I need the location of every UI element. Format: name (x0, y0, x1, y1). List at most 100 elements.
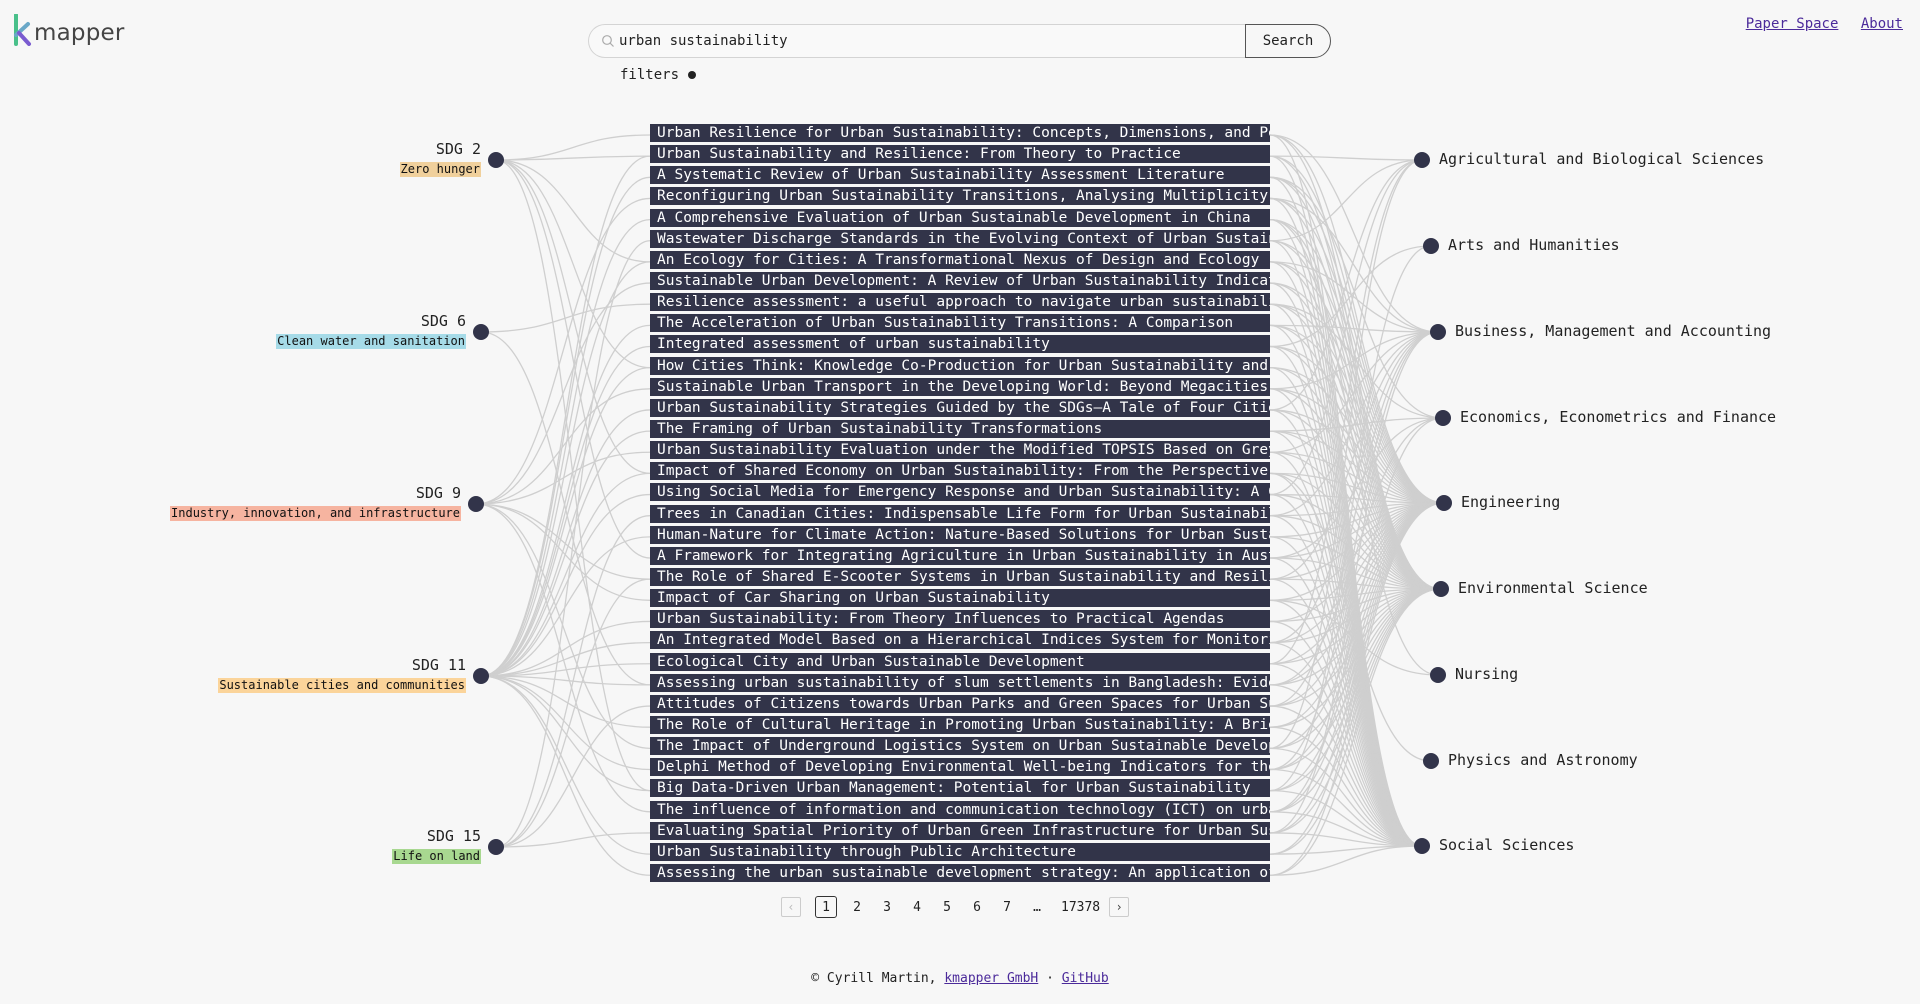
paper-space-link[interactable]: Paper Space (1745, 16, 1839, 32)
paper-item[interactable]: Urban Sustainability through Public Arch… (650, 842, 1270, 861)
page-7[interactable]: 7 (1003, 899, 1011, 915)
subject-node[interactable] (1436, 495, 1452, 511)
subject-node[interactable] (1423, 238, 1439, 254)
connection-line (1269, 240, 1423, 847)
subject-label[interactable]: Nursing (1455, 665, 1519, 683)
paper-item[interactable]: Integrated assessment of urban sustainab… (650, 335, 1270, 354)
paper-item[interactable]: A Framework for Integrating Agriculture … (650, 546, 1270, 565)
prev-page-button[interactable]: ‹ (781, 897, 801, 917)
sdg-label[interactable]: SDG 15 Life on land (392, 828, 481, 864)
subject-node[interactable] (1435, 410, 1451, 426)
connection-line (1269, 451, 1423, 847)
connection-line (480, 536, 651, 677)
sdg-label[interactable]: SDG 9 Industry, innovation, and infrastru… (170, 485, 461, 521)
connection-line (1269, 159, 1423, 242)
paper-item[interactable]: How Cities Think: Knowledge Co-Productio… (650, 356, 1270, 375)
connection-line (1269, 417, 1444, 559)
paper-item[interactable]: Impact of Shared Economy on Urban Sustai… (650, 462, 1270, 481)
connection-line (1269, 176, 1444, 419)
paper-item[interactable]: The Role of Shared E-Scooter Systems in … (650, 567, 1270, 586)
sdg-name: SDG 15 (426, 827, 481, 845)
subject-label[interactable]: Engineering (1461, 493, 1561, 511)
paper-item[interactable]: Big Data-Driven Urban Management: Potent… (650, 779, 1270, 798)
paper-item[interactable]: Urban Resilience for Urban Sustainabilit… (650, 124, 1270, 142)
paper-item[interactable]: Delphi Method of Developing Environmenta… (650, 758, 1270, 777)
subject-label[interactable]: Physics and Astronomy (1448, 751, 1638, 769)
paper-item[interactable]: Attitudes of Citizens towards Urban Park… (650, 694, 1270, 713)
next-page-button[interactable]: › (1109, 897, 1130, 917)
search-button[interactable]: Search (1245, 24, 1331, 58)
paper-item[interactable]: An Integrated Model Based on a Hierarchi… (650, 631, 1270, 650)
page-2[interactable]: 2 (853, 899, 861, 915)
page-6[interactable]: 6 (973, 899, 981, 915)
page-3[interactable]: 3 (883, 899, 891, 915)
subject-node[interactable] (1414, 838, 1430, 854)
subject-node[interactable] (1414, 152, 1430, 168)
subject-label[interactable]: Environmental Science (1458, 579, 1648, 597)
paper-item[interactable]: The Acceleration of Urban Sustainability… (650, 314, 1270, 333)
paper-item[interactable]: Urban Sustainability Evaluation under th… (650, 441, 1270, 460)
connection-line (1269, 588, 1442, 771)
filters-label: filters (620, 67, 680, 83)
paper-item[interactable]: Sustainable Urban Development: A Review … (650, 271, 1270, 290)
filters-indicator-icon (688, 71, 697, 79)
connection-line (1269, 282, 1445, 504)
sdg-node[interactable] (468, 496, 484, 512)
filters-toggle[interactable]: filters (620, 67, 697, 83)
paper-item[interactable]: Sustainable Urban Transport in the Devel… (650, 377, 1270, 396)
sdg-label[interactable]: SDG 11 Sustainable cities and communities (218, 657, 466, 693)
connection-line (1269, 324, 1439, 333)
paper-item[interactable]: Urban Sustainability and Resilience: Fro… (650, 145, 1270, 164)
paper-item[interactable]: Ecological City and Urban Sustainable De… (650, 652, 1270, 671)
subject-label[interactable]: Arts and Humanities (1448, 236, 1620, 254)
page-1[interactable]: 1 (815, 896, 837, 918)
connection-line (1269, 331, 1439, 834)
sdg-label[interactable]: SDG 6 Clean water and sanitation (276, 313, 466, 349)
paper-item[interactable]: Urban Sustainability: From Theory Influe… (650, 610, 1270, 629)
paper-item[interactable]: Trees in Canadian Cities: Indispensable … (650, 504, 1270, 523)
subject-label[interactable]: Social Sciences (1439, 836, 1575, 854)
github-link[interactable]: GitHub (1061, 971, 1109, 986)
kmapper-logo[interactable]: mapper (13, 14, 125, 46)
page-last[interactable]: 17378 (1061, 899, 1101, 915)
subject-node[interactable] (1423, 753, 1439, 769)
sdg-node[interactable] (473, 668, 489, 684)
page-5[interactable]: 5 (943, 899, 951, 915)
paper-item[interactable]: Human-Nature for Climate Action: Nature-… (650, 525, 1270, 544)
page-4[interactable]: 4 (913, 899, 921, 915)
search-input[interactable] (619, 25, 1239, 57)
about-link[interactable]: About (1860, 16, 1903, 32)
subject-node[interactable] (1430, 324, 1446, 340)
paper-item[interactable]: A Systematic Review of Urban Sustainabil… (650, 166, 1270, 185)
subject-label[interactable]: Economics, Econometrics and Finance (1460, 408, 1777, 426)
connection-line (1269, 218, 1423, 847)
paper-item[interactable]: A Comprehensive Evaluation of Urban Sust… (650, 208, 1270, 227)
subject-label[interactable]: Business, Management and Accounting (1455, 322, 1772, 340)
paper-item[interactable]: Assessing urban sustainability of slum s… (650, 673, 1270, 692)
paper-item[interactable]: Urban Sustainability Strategies Guided b… (650, 398, 1270, 417)
paper-item[interactable]: The Role of Cultural Heritage in Promoti… (650, 715, 1270, 734)
paper-item[interactable]: Using Social Media for Emergency Respons… (650, 483, 1270, 502)
sdg-label[interactable]: SDG 2 Zero hunger (399, 141, 481, 177)
company-link[interactable]: kmapper GmbH (944, 971, 1039, 986)
paper-item[interactable]: The Impact of Underground Logistics Syst… (650, 737, 1270, 756)
paper-item[interactable]: Evaluating Spatial Priority of Urban Gre… (650, 821, 1270, 840)
paper-item[interactable]: The influence of information and communi… (650, 800, 1270, 819)
paper-item[interactable]: The Framing of Urban Sustainability Tran… (650, 419, 1270, 438)
connection-line (1269, 768, 1423, 847)
connection-line (1269, 240, 1442, 590)
sdg-node[interactable] (473, 324, 489, 340)
paper-item[interactable]: Assessing the urban sustainable developm… (650, 863, 1270, 882)
paper-item[interactable]: Resilience assessment: a useful approach… (650, 293, 1270, 312)
subject-node[interactable] (1433, 581, 1449, 597)
paper-item[interactable]: Impact of Car Sharing on Urban Sustainab… (650, 589, 1270, 608)
connection-line (1269, 324, 1445, 504)
subject-label[interactable]: Agricultural and Biological Sciences (1439, 150, 1765, 168)
paper-item[interactable]: An Ecology for Cities: A Transformationa… (650, 250, 1270, 269)
subject-node[interactable] (1430, 667, 1446, 683)
paper-item[interactable]: Reconfiguring Urban Sustainability Trans… (650, 187, 1270, 206)
sdg-node[interactable] (488, 152, 504, 168)
paper-item[interactable]: Wastewater Discharge Standards in the Ev… (650, 229, 1270, 248)
connection-line (1269, 588, 1442, 813)
sdg-node[interactable] (488, 839, 504, 855)
